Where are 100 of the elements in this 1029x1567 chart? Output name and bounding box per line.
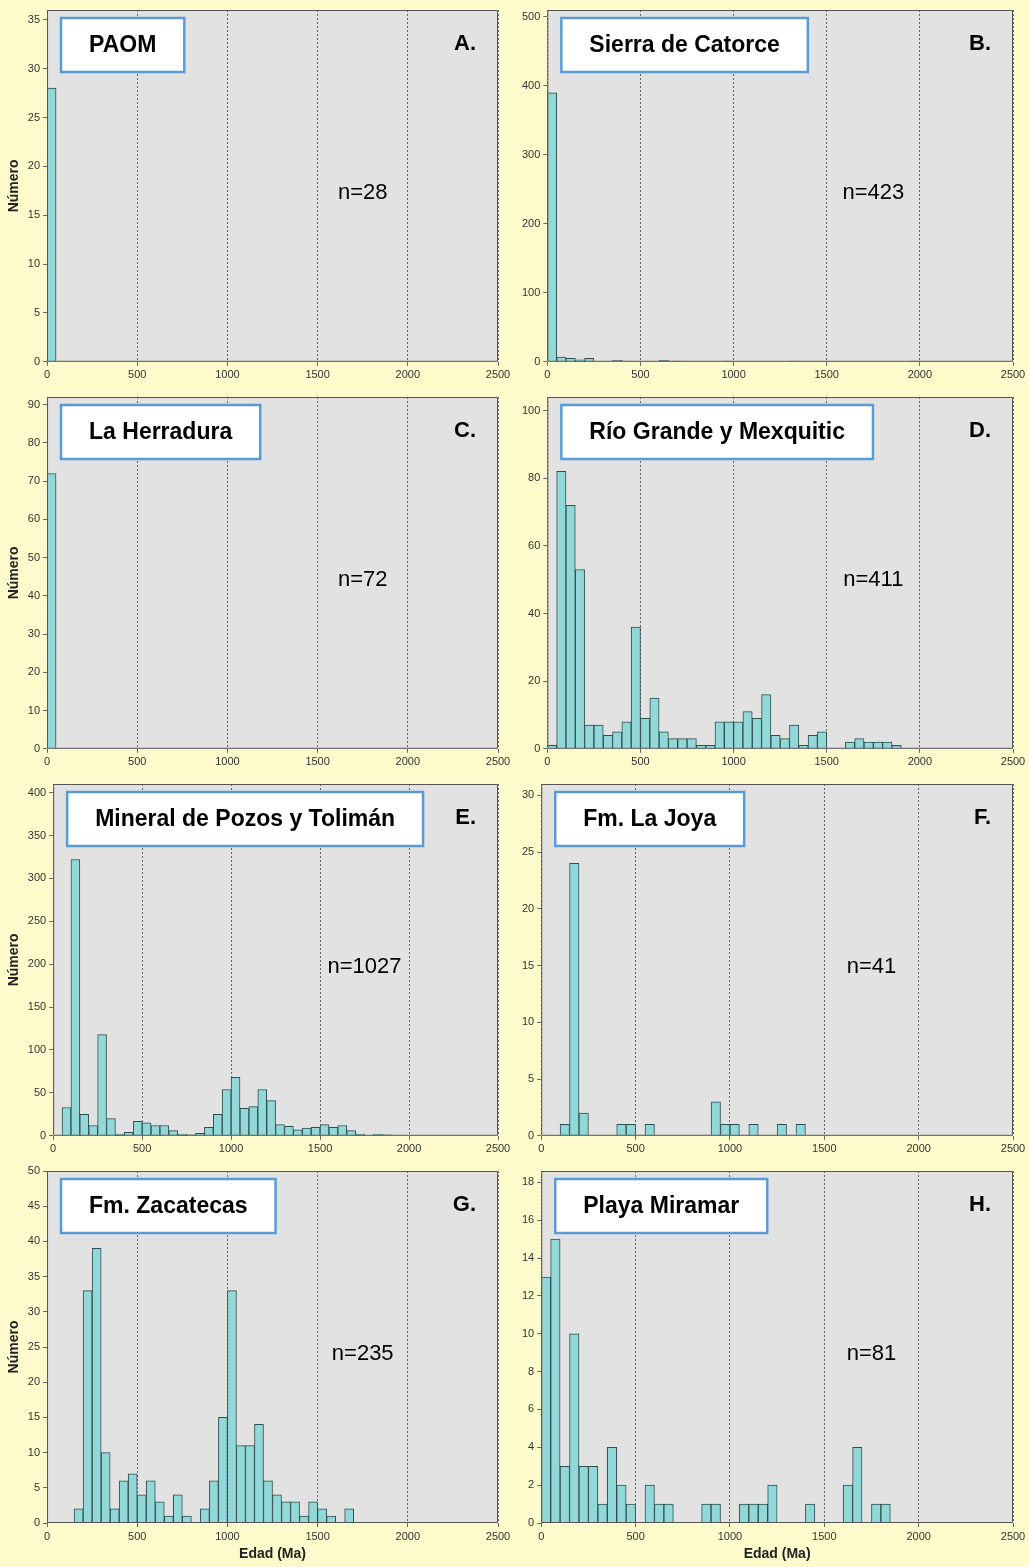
y-tick-label: 250	[27, 914, 47, 927]
x-tick-label: 1500	[305, 1529, 330, 1542]
text: Sierra de Catorce	[589, 31, 780, 58]
y-tick-label: 10	[521, 1326, 535, 1339]
y-tick-label: 30	[27, 1304, 41, 1317]
y-tick-label: 20	[27, 159, 41, 172]
y-tick-label: 0	[534, 354, 541, 367]
x-tick-label: 500	[128, 1529, 147, 1542]
y-tick-label: 200	[521, 216, 541, 229]
x-tick-label: 500	[626, 1529, 645, 1542]
y-tick-label: 12	[521, 1288, 535, 1301]
x-tick-label: 2000	[395, 1529, 421, 1542]
y-tick-label: 100	[27, 1043, 47, 1056]
y-tick-label: 60	[27, 512, 41, 525]
x-tick-label: 500	[128, 368, 147, 381]
x-tick-label: 0	[544, 368, 551, 381]
x-tick-label: 2500	[1000, 755, 1026, 768]
x-tick-label: 500	[631, 755, 650, 768]
y-tick-label: 0	[534, 741, 541, 754]
y-tick-label: 150	[27, 1000, 47, 1013]
y-tick-label: 25	[521, 845, 535, 858]
text: Mineral de Pozos y Tolimán	[95, 805, 396, 832]
x-tick-label: 2000	[395, 755, 421, 768]
x-tick-label: 1500	[812, 1529, 837, 1542]
y-tick-label: 45	[27, 1199, 41, 1212]
text: Playa Miramar	[583, 1192, 740, 1219]
x-tick-label: 2500	[485, 368, 511, 381]
x-tick-label: 2000	[907, 755, 933, 768]
y-tick-label: 20	[27, 665, 41, 678]
y-tick-label: 0	[33, 1516, 41, 1529]
y-tick-label: 25	[27, 1340, 41, 1353]
x-tick-label: 1500	[814, 755, 839, 768]
y-tick-label: 16	[521, 1213, 535, 1226]
y-tick-label: 0	[528, 1128, 535, 1141]
y-axis-title: Número	[5, 1320, 22, 1374]
y-tick-label: 15	[27, 1410, 41, 1423]
y-tick-label: 20	[528, 674, 541, 687]
y-tick-label: 400	[27, 785, 47, 798]
x-tick-label: 1500	[305, 755, 330, 768]
text: La Herradura	[89, 418, 233, 445]
y-tick-label: 0	[528, 1516, 535, 1529]
annotation: n=423	[842, 179, 905, 204]
annotation: E.	[455, 804, 476, 830]
y-tick-label: 4	[528, 1440, 535, 1453]
y-tick-label: 90	[27, 397, 41, 410]
text: Fm. La Joya	[583, 805, 717, 832]
y-tick-label: 8	[528, 1364, 535, 1377]
y-tick-label: 200	[27, 957, 47, 970]
x-tick-label: 2000	[395, 368, 421, 381]
x-tick-label: 1500	[814, 368, 839, 381]
x-tick-label: 500	[128, 755, 147, 768]
x-tick-label: 2000	[906, 1142, 931, 1155]
y-tick-label: 300	[521, 147, 541, 160]
y-tick-label: 80	[27, 435, 41, 448]
y-tick-label: 60	[528, 538, 541, 551]
y-tick-label: 500	[521, 9, 541, 22]
y-tick-label: 0	[33, 354, 41, 367]
text: Fm. Zacatecas	[89, 1192, 248, 1219]
y-tick-label: 100	[521, 403, 541, 416]
y-tick-label: 25	[27, 110, 41, 123]
x-tick-label: 0	[50, 1142, 57, 1155]
x-tick-label: 2500	[1000, 1142, 1026, 1155]
x-tick-label: 1000	[717, 1529, 743, 1542]
y-tick-label: 10	[27, 1445, 41, 1458]
x-tick-label: 2000	[907, 368, 933, 381]
x-tick-label: 1500	[307, 1142, 333, 1155]
y-tick-label: 14	[521, 1251, 535, 1264]
x-tick-label: 500	[132, 1142, 152, 1155]
y-tick-label: 40	[27, 1234, 41, 1247]
y-tick-label: 35	[27, 12, 41, 25]
y-tick-label: 40	[27, 588, 41, 601]
y-tick-label: 80	[528, 471, 541, 484]
y-tick-label: 30	[521, 788, 535, 801]
annotation: n=41	[846, 953, 897, 978]
x-tick-label: 1000	[215, 1529, 240, 1542]
text: PAOM	[89, 31, 157, 58]
annotation: D.	[969, 417, 991, 443]
y-tick-label: 10	[27, 257, 41, 270]
y-tick-label: 30	[27, 627, 41, 640]
y-axis-title: Número	[5, 546, 22, 600]
x-tick-label: 2500	[485, 1142, 511, 1155]
y-tick-label: 35	[27, 1269, 41, 1282]
x-tick-label: 1000	[218, 1142, 244, 1155]
y-tick-label: 5	[33, 305, 41, 318]
x-tick-label: 2000	[396, 1142, 422, 1155]
y-tick-label: 10	[521, 1015, 535, 1028]
x-tick-label: 2500	[1000, 368, 1026, 381]
y-tick-label: 18	[521, 1175, 535, 1188]
x-tick-label: 2500	[1000, 1529, 1026, 1542]
x-tick-label: 1500	[812, 1142, 837, 1155]
x-tick-label: 1000	[717, 1142, 743, 1155]
annotation: A.	[454, 30, 476, 56]
annotation: n=411	[843, 566, 904, 591]
y-axis-title: Número	[5, 933, 22, 987]
x-tick-label: 2000	[906, 1529, 931, 1542]
x-tick-label: 1000	[215, 755, 240, 768]
annotation: G.	[452, 1191, 476, 1217]
x-axis-title: Edad (Ma)	[743, 1545, 811, 1562]
y-tick-label: 70	[27, 474, 41, 487]
y-tick-label: 2	[528, 1478, 535, 1491]
